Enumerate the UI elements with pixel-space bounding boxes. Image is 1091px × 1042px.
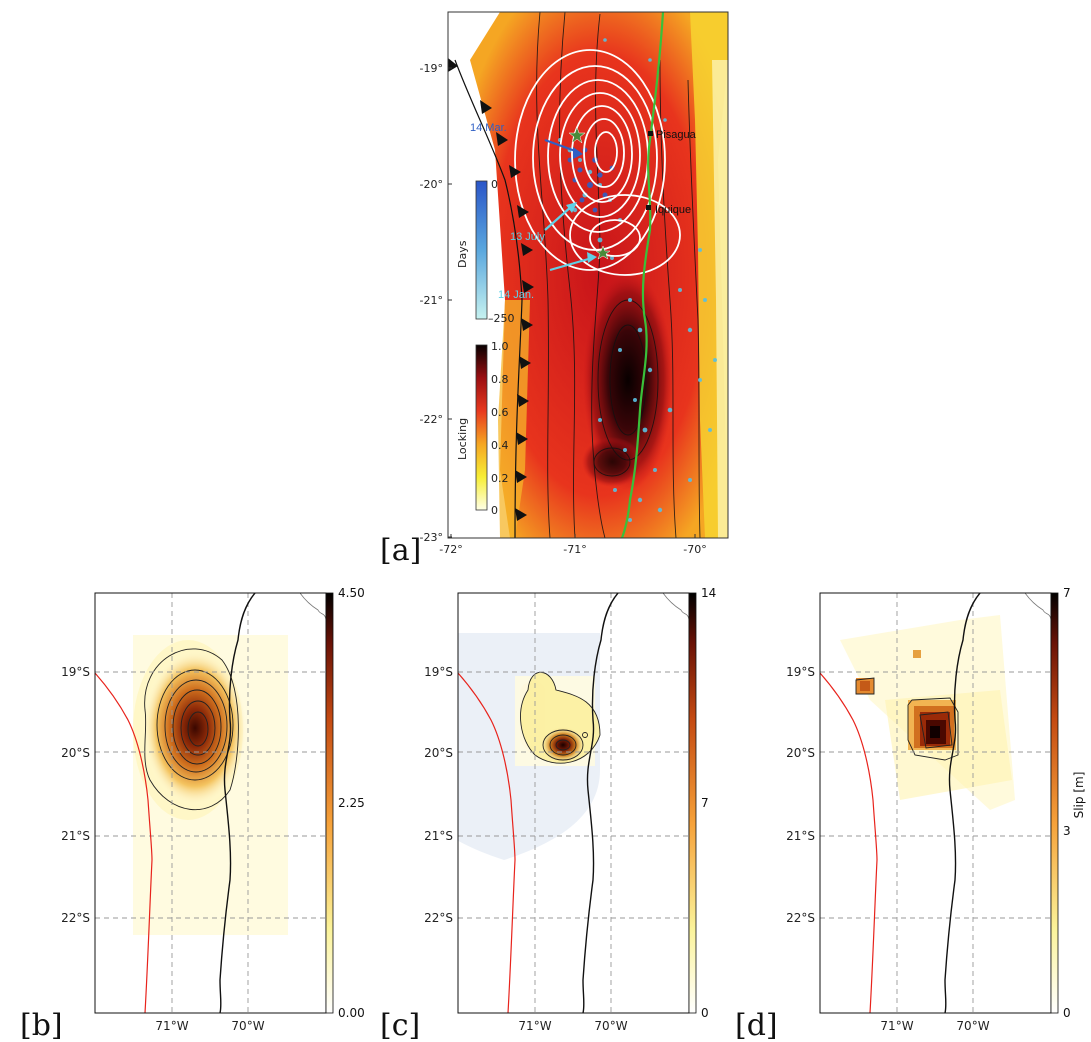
white-slip-contours [514,49,681,276]
d-cb-mid: 3 [1063,824,1071,838]
locking-tick-08: 0.8 [491,373,509,386]
trench-line [458,672,516,1013]
a-lon-71: -71° [563,543,586,556]
panel-d-tag: [d] [735,1008,778,1042]
days-tick-0: 0 [491,178,498,191]
slip-patch [908,700,956,750]
panel-b-map: 4.50 2.25 0.00 19°S 20°S 21°S 22°S 71°W … [20,586,365,1042]
b-colorbar [325,592,334,1014]
panel-a-map: 14 Mar. 13 July 14 Jan. Pisagua Iquique … [380,11,729,568]
d-cb-min: 0 [1063,1006,1071,1020]
c-lat-22: 22°S [424,911,453,925]
c-lon-71: 71°W [518,1019,551,1033]
a-lat-21: -21° [420,294,443,307]
annot-14-jan: 14 Jan. [498,289,534,301]
d-lat-20: 20°S [786,746,815,760]
d-lat-21: 21°S [786,829,815,843]
town-iquique: Iquique [655,204,691,216]
d-cb-max: 7 [1063,586,1071,600]
locking-tick-02: 0.2 [491,472,509,485]
a-lon-72: -72° [439,543,462,556]
c-colorbar [688,592,697,1014]
panel-a-tag: [a] [380,533,421,568]
high-locking-patch [583,270,673,490]
panel-d-map: 7 3 0 Slip [m] 19°S 20°S 21°S 22°S 71°W … [735,586,1086,1042]
c-cb-mid: 7 [701,796,709,810]
d-lon-70: 70°W [956,1019,989,1033]
panel-b-tag: [b] [20,1008,63,1042]
b-lat-20: 20°S [61,746,90,760]
coastline [582,593,619,1013]
c-lat-21: 21°S [424,829,453,843]
trench-teeth [448,58,534,521]
b-lon-70: 70°W [231,1019,264,1033]
d-lon-71: 71°W [880,1019,913,1033]
a-lon-70: -70° [683,543,706,556]
c-lat-20: 20°S [424,746,453,760]
c-cb-max: 14 [701,586,716,600]
b-lon-71: 71°W [155,1019,188,1033]
panel-c-map: 14 7 0 19°S 20°S 21°S 22°S 71°W 70°W [c] [380,586,716,1042]
slip-patch [541,727,585,763]
b-lat-19: 19°S [61,665,90,679]
trench-line [454,59,523,538]
slip-patch [143,650,247,806]
d-cb-label: Slip [m] [1072,772,1086,819]
locking-tick-0: 0 [491,504,498,517]
star-icon [568,126,586,144]
star-icon [595,245,611,260]
locking-colorbar [475,344,488,511]
trench-line [95,672,153,1013]
coastline [944,593,981,1013]
coastline [219,593,256,1013]
town-pisagua: Pisagua [656,129,697,141]
locking-label: Locking [456,418,469,460]
b-cb-min: 0.00 [338,1006,365,1020]
c-lat-19: 19°S [424,665,453,679]
b-cb-max: 4.50 [338,586,365,600]
days-tick-250: –250 [488,312,515,325]
c-lon-70: 70°W [594,1019,627,1033]
a-lat-19: -19° [420,62,443,75]
locking-tick-04: 0.4 [491,439,509,452]
b-lat-21: 21°S [61,829,90,843]
trench-line [820,672,878,1013]
b-lat-22: 22°S [61,911,90,925]
d-lat-22: 22°S [786,911,815,925]
coastline-green [620,12,665,538]
b-cb-mid: 2.25 [338,796,365,810]
days-label: Days [456,240,469,268]
a-lat-22: -22° [420,413,443,426]
locking-tick-1: 1.0 [491,340,509,353]
d-colorbar [1050,592,1059,1014]
c-cb-min: 0 [701,1006,709,1020]
a-lat-23: -23° [420,531,443,544]
annot-14-mar: 14 Mar. [470,122,507,134]
a-lat-20: -20° [420,178,443,191]
days-colorbar [475,180,488,320]
panel-c-tag: [c] [380,1008,420,1042]
d-lat-19: 19°S [786,665,815,679]
annot-13-july: 13 July [510,231,545,243]
locking-tick-06: 0.6 [491,406,509,419]
